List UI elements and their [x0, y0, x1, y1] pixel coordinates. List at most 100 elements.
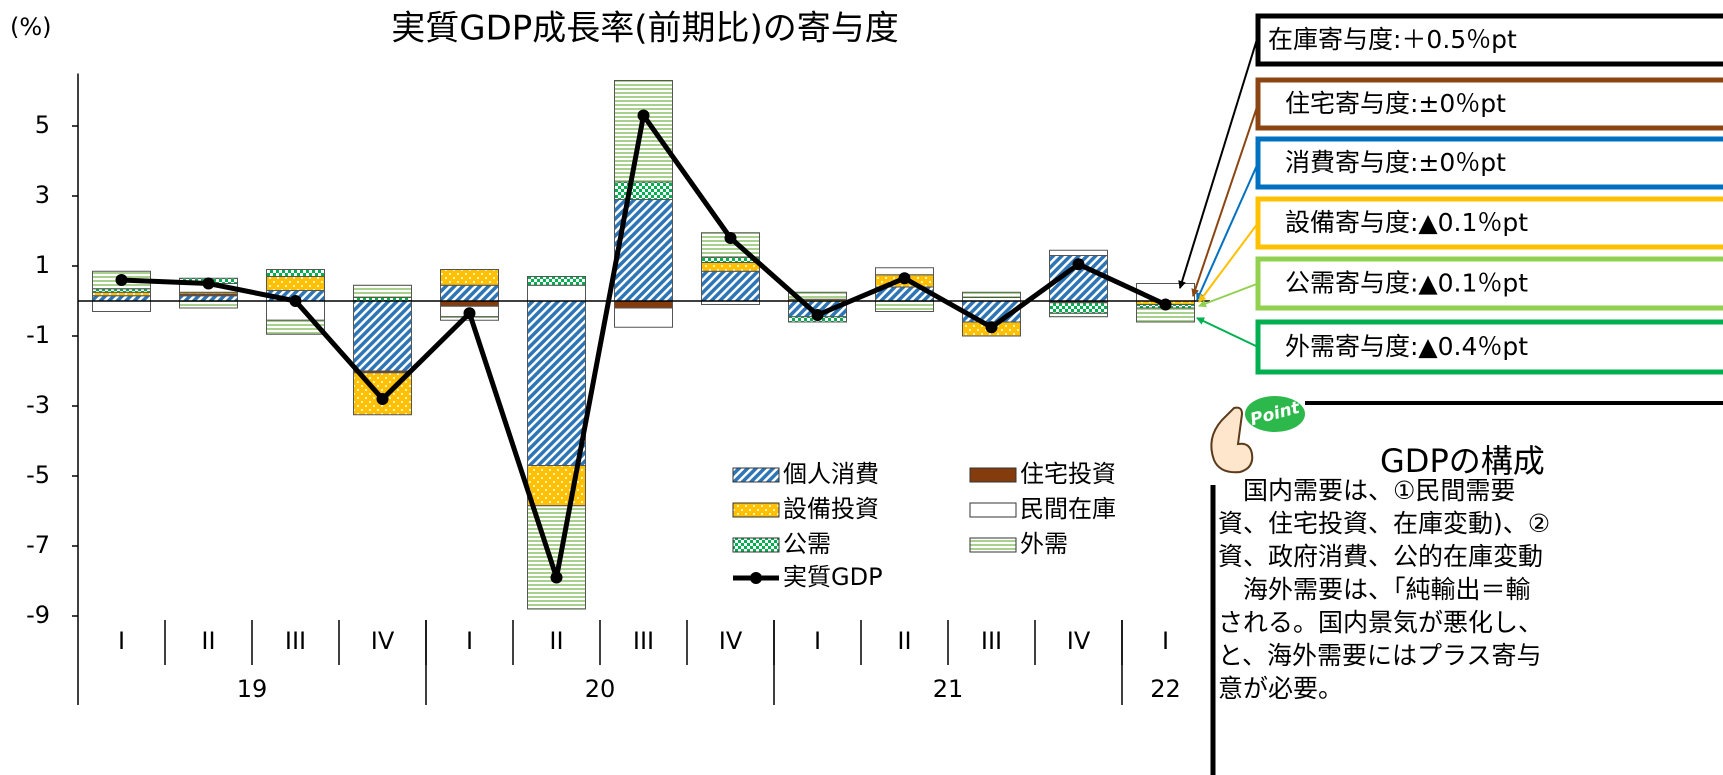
bar-segment [266, 319, 325, 335]
bar-segment [614, 307, 673, 328]
bar-segment [266, 269, 325, 277]
point-text-line: 国内需要は、①民間需要 [1218, 476, 1515, 505]
bar-segment [179, 295, 238, 302]
point-text-line: 資、住宅投資、在庫変動)、② [1218, 509, 1550, 538]
legend-label: 外需 [1020, 530, 1068, 558]
y-tick-label: -3 [26, 391, 50, 419]
legend-label: 個人消費 [783, 460, 879, 488]
bar-segment [440, 284, 499, 302]
annotation-text: 公需寄与度:▲0.1％pt [1285, 269, 1528, 298]
legend-swatch [732, 467, 780, 483]
bar-segment [1049, 249, 1108, 256]
chart-title: 実質GDP成長率(前期比)の寄与度 [391, 9, 899, 49]
annotation-text: 外需寄与度:▲0.4％pt [1285, 332, 1528, 361]
x-tick-label: I [1162, 627, 1169, 655]
year-label: 22 [1150, 675, 1181, 703]
legend-label: 住宅投資 [1020, 460, 1116, 488]
gdp-point [376, 393, 389, 405]
annotation-text: 在庫寄与度:＋0.5％pt [1268, 25, 1517, 54]
y-tick-label: 1 [35, 251, 50, 279]
x-tick-label: I [814, 627, 821, 655]
bar-segment [1049, 302, 1108, 314]
year-label: 19 [237, 675, 268, 703]
plot-area: 531-1-3-5-7-9I II III IV I II III IV I II III IV I19… [26, 73, 1210, 705]
x-tick-label: II [897, 627, 911, 655]
annotation-box [1255, 256, 1723, 311]
y-tick-label: -5 [26, 461, 50, 489]
legend-label: 民間在庫 [1020, 495, 1116, 523]
y-tick-label: 5 [35, 111, 50, 139]
x-tick-label: II [549, 627, 563, 655]
point-title: GDPの構成 [1380, 442, 1545, 480]
legend-swatch [732, 537, 780, 553]
year-label: 21 [933, 675, 964, 703]
gdp-point [1072, 258, 1085, 271]
bar-segment [179, 300, 238, 309]
gdp-point [724, 232, 737, 244]
gdp-point [550, 571, 563, 584]
bar-segment [353, 300, 412, 372]
bar-segment [527, 284, 586, 302]
gdp-point [115, 274, 128, 286]
hand-icon [1210, 406, 1254, 474]
y-tick-label: 3 [35, 181, 50, 209]
gdp-point [202, 277, 215, 290]
bar-segment [1136, 283, 1195, 302]
bar-segment [92, 300, 151, 312]
annotation-arrow [1196, 162, 1259, 301]
annotation-arrow [1178, 35, 1259, 289]
legend-label: 公需 [783, 530, 831, 558]
annotation-box [1255, 196, 1723, 250]
legend-label: 設備投資 [783, 495, 879, 523]
point-text-line: 資、政府消費、公的在庫変動 [1218, 542, 1543, 571]
bar-segment [353, 284, 412, 298]
annotation-box [1255, 13, 1723, 67]
bar-segment [527, 300, 586, 466]
x-tick-label: III [285, 627, 306, 655]
bar-segment [1049, 312, 1108, 318]
bar-segment [875, 300, 934, 312]
y-tick-label: -9 [26, 601, 50, 629]
gdp-point [985, 321, 998, 334]
bar-segment [440, 269, 499, 286]
point-text-line: 海外需要は、「純輸出＝輸 [1218, 575, 1531, 604]
bar-segment [962, 291, 1021, 298]
bar-segment [614, 181, 673, 200]
gdp-point [898, 272, 911, 285]
y-tick-label: -7 [26, 531, 50, 559]
point-text-line: と、海外需要にはプラス寄与 [1218, 641, 1542, 670]
x-tick-label: III [981, 627, 1002, 655]
x-tick-label: I [118, 627, 125, 655]
bar-segment [92, 295, 151, 302]
gdp-point [811, 309, 824, 321]
gdp-point [289, 295, 302, 307]
annotation-text: 住宅寄与度:±0％pt [1285, 89, 1506, 118]
bar-segment [266, 276, 325, 291]
x-tick-label: II [201, 627, 215, 655]
annotation-box [1255, 77, 1723, 131]
bar-segment [92, 288, 151, 293]
bar-segment [701, 270, 760, 302]
x-tick-label: IV [371, 627, 395, 655]
bar-segment [527, 276, 586, 286]
annotation-arrow [1198, 282, 1259, 308]
bar-segment [614, 80, 673, 183]
legend-swatch [732, 502, 780, 518]
bar-segment [614, 300, 673, 309]
legend-label: 実質GDP [783, 563, 883, 591]
x-tick-label: IV [1067, 627, 1091, 655]
annotation-text: 設備寄与度:▲0.1％pt [1285, 208, 1528, 237]
y-tick-label: -1 [26, 321, 50, 349]
bar-segment [440, 300, 499, 307]
annotations: 在庫寄与度:＋0.5％pt 住宅寄与度:±0％pt 消費寄与度:±0％pt 設備寄与度… [1178, 13, 1723, 375]
x-tick-label: III [633, 627, 654, 655]
legend-marker [750, 572, 762, 584]
legend-swatch [969, 502, 1017, 518]
point-badge [1245, 396, 1305, 432]
gdp-point [637, 109, 650, 122]
x-tick-label: I [466, 627, 473, 655]
annotation-arrow [1196, 317, 1259, 348]
legend-swatch [969, 467, 1017, 483]
